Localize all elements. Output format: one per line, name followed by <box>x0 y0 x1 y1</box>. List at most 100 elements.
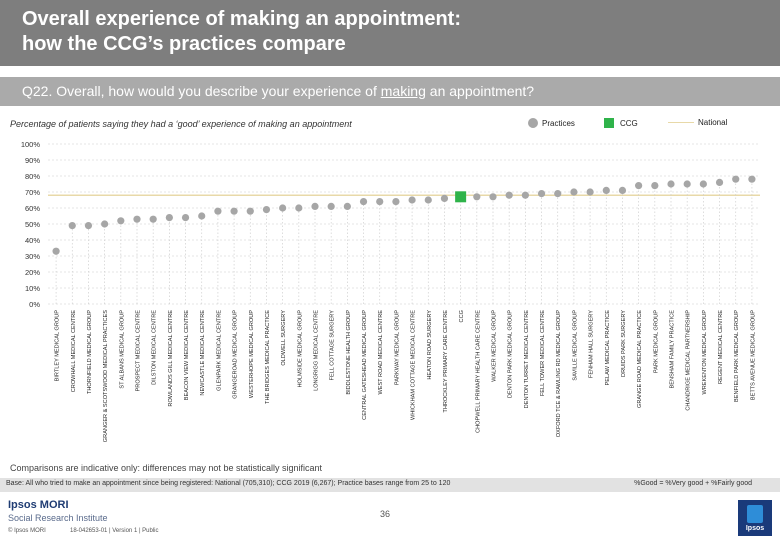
practice-marker <box>246 207 254 215</box>
y-tick-label: 80% <box>25 172 40 181</box>
practice-marker <box>117 217 125 225</box>
category-label: WHICKHAM COTTAGE MEDICAL CENTRE <box>411 310 417 420</box>
y-tick-label: 30% <box>25 252 40 261</box>
page-number: 36 <box>380 509 391 519</box>
practice-marker <box>165 214 173 222</box>
category-label: ST ALBANS MEDICAL GROUP <box>119 310 125 389</box>
legend-ccg-label: CCG <box>620 118 638 128</box>
practice-marker <box>279 204 287 212</box>
base-text: Base: All who tried to make an appointme… <box>6 480 451 487</box>
category-label: WEST ROAD MEDICAL CENTRE <box>378 310 384 395</box>
y-tick-label: 70% <box>25 188 40 197</box>
category-label: DILSTON MEDICAL CENTRE <box>152 310 158 385</box>
category-label: HEATON ROAD SURGERY <box>427 310 433 380</box>
chart-subtitle: Percentage of patients saying they had a… <box>10 119 352 129</box>
question-text: Q22. Overall, how would you describe you… <box>22 83 534 99</box>
category-label: HOLMSIDE MEDICAL GROUP <box>297 310 303 388</box>
practice-marker <box>586 188 594 196</box>
practice-marker <box>570 188 578 196</box>
category-label: ROWLANDS GILL MEDICAL CENTRE <box>168 310 174 407</box>
category-label: CENTRAL GATESHEAD MEDICAL GROUP <box>362 310 368 420</box>
national-line-icon <box>668 122 694 124</box>
practice-marker <box>715 178 724 186</box>
title-line-2: how the CCG’s practices compare <box>22 33 346 55</box>
title-line-1: Overall experience of making an appointm… <box>22 8 462 30</box>
practice-marker <box>748 175 756 183</box>
y-tick-label: 20% <box>25 268 40 277</box>
practice-marker <box>359 198 368 206</box>
category-label: FENHAM HALL SURGERY <box>589 310 595 378</box>
category-label: OXFORD TCE & RAWLING RD MEDICAL GROUP <box>556 310 562 437</box>
practice-marker <box>230 207 238 215</box>
practice-marker <box>667 180 675 188</box>
practice-marker <box>214 207 222 215</box>
y-tick-label: 100% <box>21 140 41 149</box>
legend-ccg: CCG <box>604 118 638 130</box>
y-tick-label: 60% <box>25 204 40 213</box>
practice-marker <box>732 175 740 183</box>
category-label: GRANGER & SCOTSWOOD MEDICAL PRACTICES <box>103 310 109 442</box>
category-label: BIDDLESTONE HEALTH GROUP <box>346 310 352 395</box>
practice-marker <box>295 204 303 212</box>
category-label: BENSHAM FAMILY PRACTICE <box>670 310 676 389</box>
category-label: BEACON VIEW MEDICAL CENTRE <box>184 310 190 401</box>
category-label: WREKENTON MEDICAL GROUP <box>702 310 708 395</box>
practice-marker <box>101 220 109 228</box>
category-label: PARKWAY MEDICAL GROUP <box>394 310 400 385</box>
question-prefix: Q22. Overall, how would you describe you… <box>22 83 381 99</box>
question-suffix: an appointment? <box>425 83 535 99</box>
logo-mark-icon <box>747 505 763 523</box>
sub-brand: Social Research Institute <box>8 513 108 523</box>
practice-marker-icon <box>528 118 538 128</box>
comparison-footnote: Comparisons are indicative only: differe… <box>10 463 322 473</box>
practice-marker <box>408 196 416 204</box>
practice-marker <box>327 202 335 210</box>
logo-text: Ipsos <box>745 525 765 532</box>
copyright: © Ipsos MORI <box>8 528 46 534</box>
category-label: BETTS AVENUE MEDICAL GROUP <box>750 310 756 400</box>
category-label: OLDWELL SURGERY <box>281 310 287 366</box>
practice-marker <box>489 193 497 201</box>
practice-marker <box>149 215 157 223</box>
category-label: CHOPWELL PRIMARY HEALTH CARE CENTRE <box>475 310 481 433</box>
category-label: REGENT MEDICAL CENTRE <box>718 310 724 384</box>
y-tick-label: 50% <box>25 220 40 229</box>
practice-marker <box>473 193 481 201</box>
category-label: GRANGE ROAD MEDICAL PRACTICE <box>637 310 643 408</box>
good-definition: %Good = %Very good + %Fairly good <box>634 480 752 487</box>
practice-marker <box>181 214 190 222</box>
category-label: SAVILLE MEDICAL GROUP <box>572 310 578 381</box>
footer: Ipsos MORI Social Research Institute © I… <box>0 497 780 540</box>
legend-practices-label: Practices <box>542 118 575 128</box>
category-label: GLENPARK MEDICAL CENTRE <box>216 310 222 391</box>
ccg-marker-icon <box>604 118 614 128</box>
legend-national-label: National <box>698 118 728 128</box>
category-label: PELAW MEDICAL PRACTICE <box>605 310 611 386</box>
practice-marker <box>343 202 351 210</box>
scatter-chart: 0% 10% 20% 30% 40% 50% 60% 70% 80% 90% 100% BIRTLEY… <box>21 140 760 442</box>
y-tick-label: 10% <box>25 284 40 293</box>
practice-marker <box>52 247 60 255</box>
category-label: BIRTLEY MEDICAL GROUP <box>55 310 61 382</box>
category-label: LONGRIGG MEDICAL CENTRE <box>314 310 320 391</box>
category-label: BENFIELD PARK MEDICAL GROUP <box>734 310 740 402</box>
category-label: WESTERHOPE MEDICAL GROUP <box>249 310 255 398</box>
title-banner: Overall experience of making an appointm… <box>0 0 780 66</box>
y-tick-label: 0% <box>29 300 40 309</box>
y-tick-label: 40% <box>25 236 40 245</box>
practice-marker <box>440 194 449 202</box>
practice-marker <box>376 198 384 206</box>
category-label: THROCKLEY PRIMARY CARE CENTRE <box>443 310 449 413</box>
practice-marker <box>521 191 529 199</box>
practice-marker <box>311 202 319 210</box>
job-reference: 18-042653-01 | Version 1 | Public <box>70 528 159 534</box>
category-label: DENTON PARK MEDICAL GROUP <box>508 310 514 398</box>
base-bar: Base: All who tried to make an appointme… <box>0 478 780 492</box>
practice-marker <box>84 222 93 230</box>
brand-name: Ipsos MORI <box>8 499 69 511</box>
y-tick-label: 90% <box>25 156 40 165</box>
practice-marker <box>651 182 659 190</box>
practice-marker <box>424 196 432 204</box>
practice-marker <box>262 206 271 214</box>
question-banner: Q22. Overall, how would you describe you… <box>0 77 780 106</box>
